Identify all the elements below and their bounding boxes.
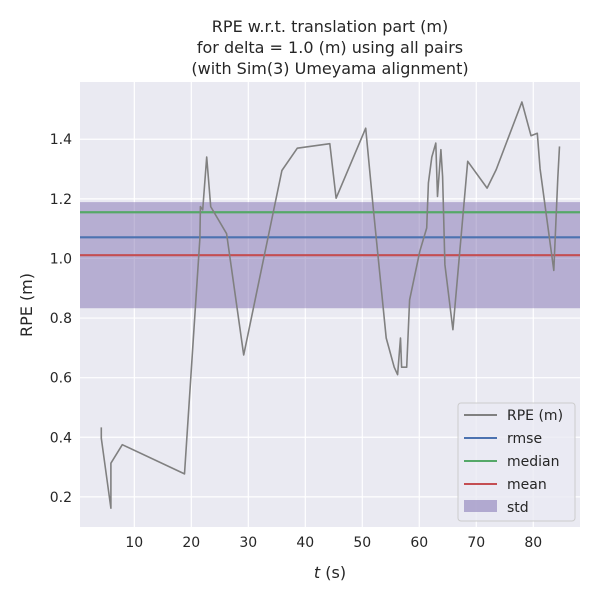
x-tick-label: 20 [182,535,200,551]
legend-label-rpe: RPE (m) [507,408,563,424]
x-tick-label: 50 [353,535,371,551]
x-axis-label-var: t [314,563,321,582]
legend-label-rmse: rmse [507,431,542,447]
x-axis-label: t (s) [314,563,346,582]
x-tick-label: 40 [296,535,314,551]
x-axis-label-unit: (s) [320,563,346,582]
legend-label-std: std [507,500,529,516]
legend-label-median: median [507,454,559,470]
y-axis-label: RPE (m) [17,273,36,337]
y-tick-label: 0.4 [50,430,72,446]
y-tick-label: 1.4 [50,132,72,148]
y-tick-labels: 0.2 0.4 0.6 0.8 1.0 1.2 1.4 [50,132,72,506]
stat-lines [80,202,580,309]
chart-title-line-3: (with Sim(3) Umeyama alignment) [191,59,468,78]
y-tick-label: 0.6 [50,371,72,387]
rpe-series-line [100,101,561,510]
x-tick-labels: 10 20 30 40 50 60 70 80 [125,535,542,551]
y-tick-label: 1.2 [50,192,72,208]
y-tick-label: 0.2 [50,490,72,506]
y-tick-label: 0.8 [50,311,72,327]
x-tick-label: 60 [410,535,428,551]
legend-box [457,402,576,522]
legend: RPE (m) rmse median mean std [457,402,576,522]
legend-label-mean: mean [507,477,547,493]
x-tick-label: 30 [239,535,257,551]
chart-title-line-1: RPE w.r.t. translation part (m) [212,17,448,36]
legend-swatch-std [464,500,497,512]
x-tick-label: 70 [467,535,485,551]
x-tick-label: 10 [125,535,143,551]
y-tick-label: 1.0 [50,251,72,267]
chart-title-line-2: for delta = 1.0 (m) using all pairs [197,38,463,57]
series-group [100,101,561,510]
x-tick-label: 80 [524,535,542,551]
